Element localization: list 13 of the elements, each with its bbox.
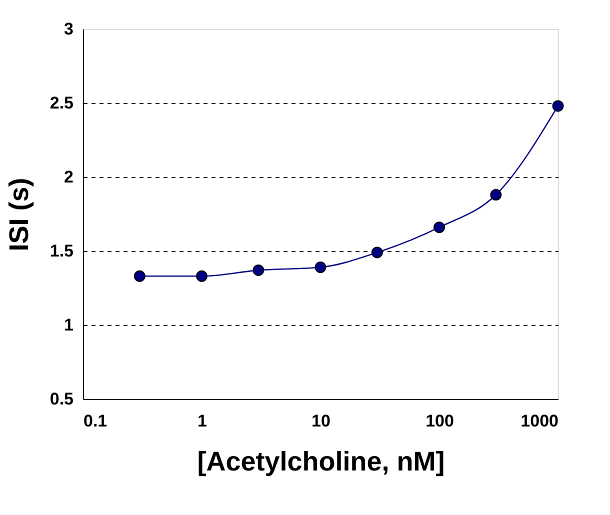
x-tick-label: 1000 — [520, 412, 558, 430]
y-tick-label: 0.5 — [50, 390, 74, 408]
x-tick-label: 100 — [426, 412, 454, 430]
y-tick-label: 1 — [64, 316, 74, 334]
x-tick-label: 10 — [312, 412, 330, 430]
x-axis-title: [Acetylcholine, nM] — [197, 446, 445, 476]
x-tick-label: 1 — [198, 412, 207, 430]
y-tick-label: 2 — [64, 168, 74, 186]
y-axis-title: ISI (s) — [4, 178, 34, 252]
y-tick-label: 1.5 — [50, 242, 74, 260]
y-tick-label: 2.5 — [50, 94, 74, 112]
y-tick-label: 3 — [64, 20, 74, 38]
x-tick-label: 0.1 — [84, 412, 108, 430]
